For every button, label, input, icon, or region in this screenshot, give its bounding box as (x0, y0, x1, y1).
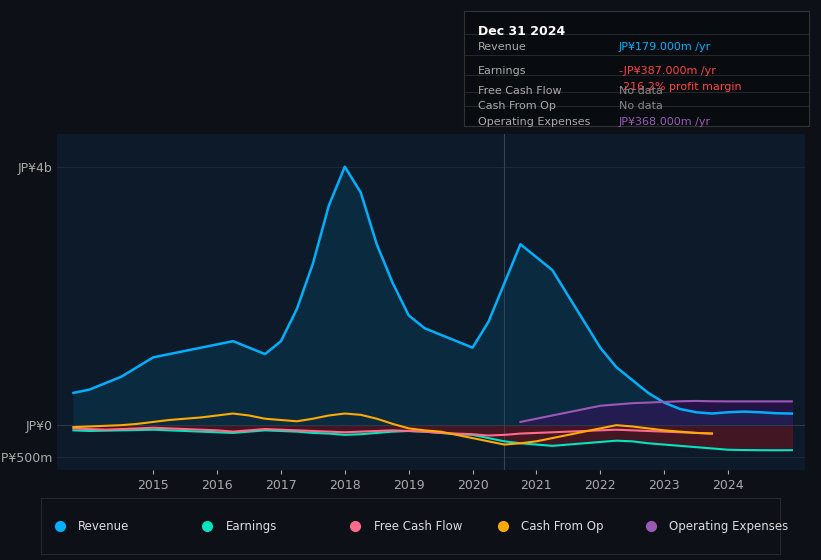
Text: -JP¥387.000m /yr: -JP¥387.000m /yr (619, 66, 716, 76)
Text: Operating Expenses: Operating Expenses (669, 520, 788, 533)
Text: Revenue: Revenue (78, 520, 130, 533)
Text: Free Cash Flow: Free Cash Flow (478, 86, 562, 96)
Text: Operating Expenses: Operating Expenses (478, 117, 590, 127)
Text: -216.2% profit margin: -216.2% profit margin (619, 82, 741, 92)
Text: Revenue: Revenue (478, 42, 526, 52)
Text: Free Cash Flow: Free Cash Flow (374, 520, 462, 533)
Text: JP¥368.000m /yr: JP¥368.000m /yr (619, 117, 711, 127)
Text: JP¥179.000m /yr: JP¥179.000m /yr (619, 42, 711, 52)
Text: Earnings: Earnings (226, 520, 277, 533)
Text: Earnings: Earnings (478, 66, 526, 76)
Text: Cash From Op: Cash From Op (521, 520, 603, 533)
Text: No data: No data (619, 101, 663, 111)
Text: Dec 31 2024: Dec 31 2024 (478, 25, 565, 38)
Text: Cash From Op: Cash From Op (478, 101, 556, 111)
Text: No data: No data (619, 86, 663, 96)
